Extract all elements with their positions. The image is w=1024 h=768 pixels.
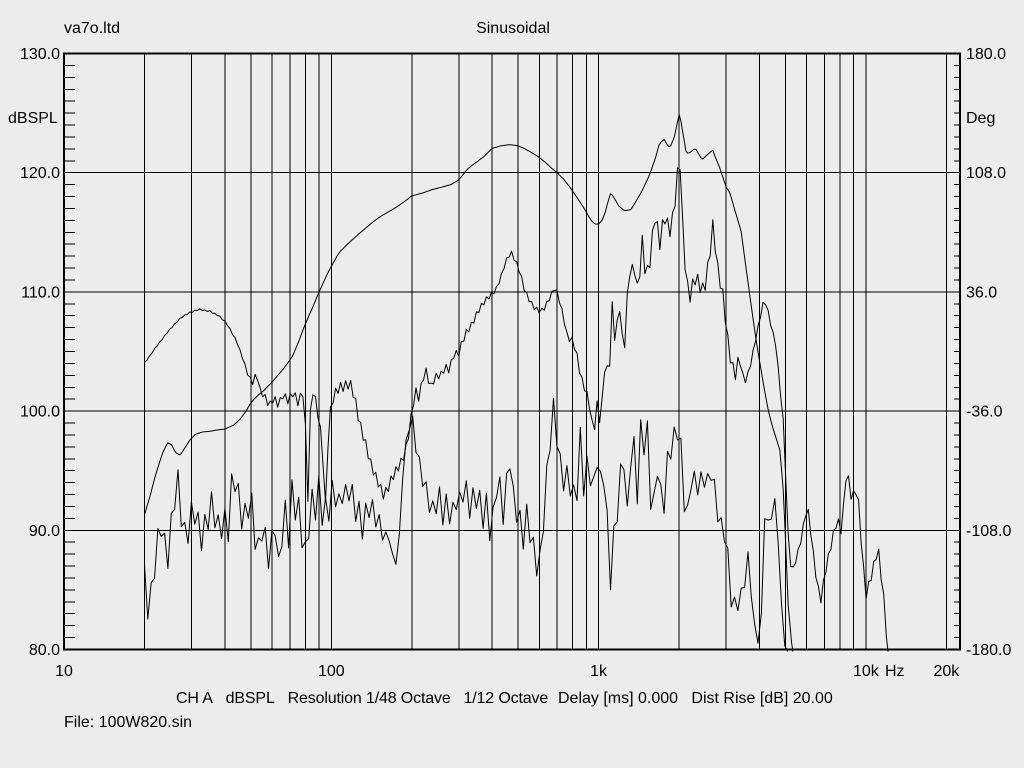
svg-text:20k: 20k xyxy=(934,663,961,680)
svg-text:180.0: 180.0 xyxy=(966,46,1006,63)
svg-text:80.0: 80.0 xyxy=(29,642,60,659)
svg-text:1k: 1k xyxy=(590,663,608,680)
svg-text:Hz: Hz xyxy=(885,663,905,680)
svg-text:100: 100 xyxy=(318,663,345,680)
svg-text:-108.0: -108.0 xyxy=(966,523,1011,540)
svg-text:Deg: Deg xyxy=(966,110,995,127)
svg-text:CH A dBSPL Resolution 1/48: CH A dBSPL Resolution 1/48 Octave 1/12 O… xyxy=(176,690,548,707)
svg-text:Delay [ms] 0.000 Dist Rise [: Delay [ms] 0.000 Dist Rise [dB] 20.00 xyxy=(558,690,833,707)
svg-text:100.0: 100.0 xyxy=(20,404,60,421)
svg-text:108.0: 108.0 xyxy=(966,165,1006,182)
svg-text:Sinusoidal: Sinusoidal xyxy=(476,20,550,37)
svg-text:File: 100W820.sin: File: 100W820.sin xyxy=(64,714,192,731)
svg-text:dBSPL: dBSPL xyxy=(8,110,58,127)
svg-text:-180.0: -180.0 xyxy=(966,642,1011,659)
svg-text:va7o.ltd: va7o.ltd xyxy=(64,20,120,37)
svg-text:10k: 10k xyxy=(853,663,880,680)
svg-text:120.0: 120.0 xyxy=(20,165,60,182)
svg-text:10: 10 xyxy=(55,663,73,680)
svg-text:110.0: 110.0 xyxy=(21,284,60,301)
svg-text:130.0: 130.0 xyxy=(20,46,60,63)
svg-text:36.0: 36.0 xyxy=(966,284,997,301)
svg-text:90.0: 90.0 xyxy=(29,523,60,540)
svg-text:-36.0: -36.0 xyxy=(966,404,1003,421)
